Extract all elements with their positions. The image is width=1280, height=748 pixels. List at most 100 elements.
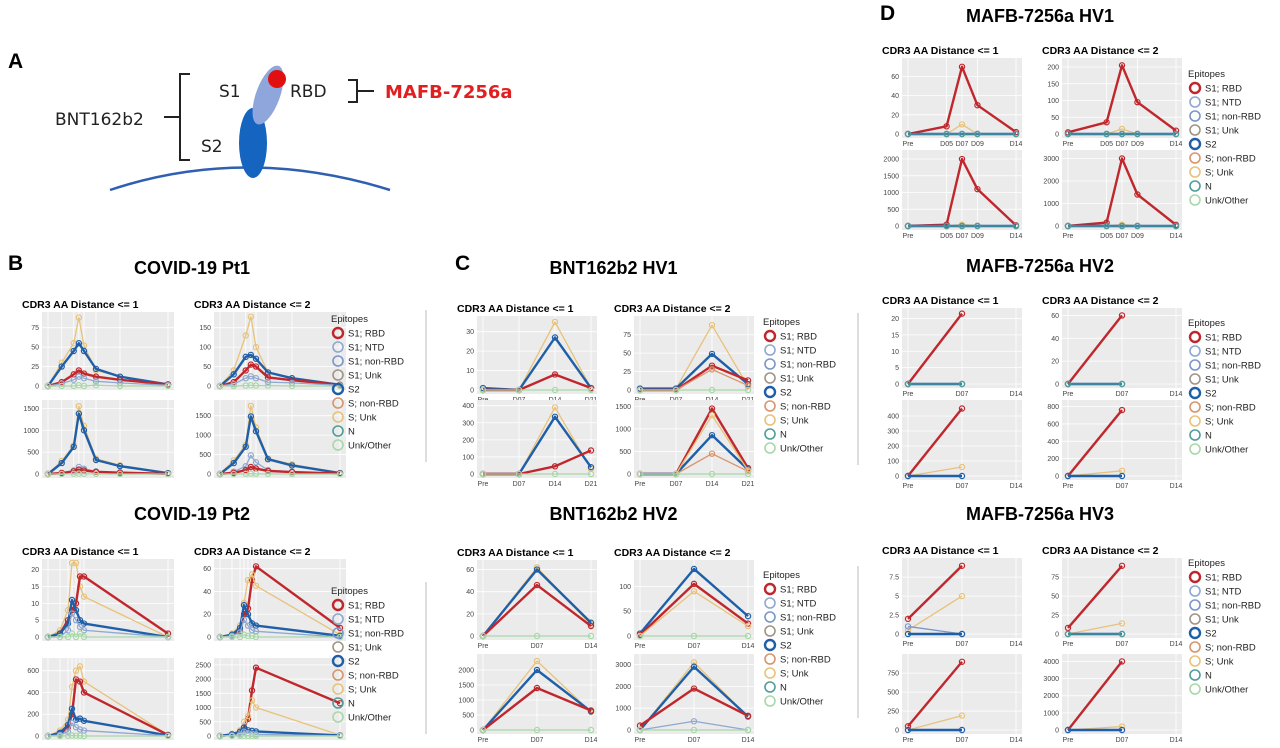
series-s2 [904,472,966,480]
data-point [68,705,76,712]
y-tick-label: 75 [623,332,631,339]
legend-label-s1-rbd: S1; RBD [780,585,817,596]
x-tick-label: Pre [903,141,914,148]
data-point [1118,406,1126,414]
legend-label-s-non-rbd: S; non-RBD [348,671,399,682]
data-point [75,410,83,417]
subplot-r2c2: 0 200 400 600 800 Pre D07 D14 [1047,400,1183,490]
series-s1-rbd [636,685,752,729]
legend-swatch-s-unk [764,667,776,679]
y-tick-label: 500 [199,719,211,726]
y-tick-label: 0 [1055,474,1059,481]
y-tick-label: 750 [887,671,899,678]
series-unk-other [636,470,752,478]
data-point [587,447,595,454]
x-tick-label: D07 [513,481,526,488]
data-point [1118,726,1126,734]
x-tick-label: D07 [670,481,683,488]
data-point [1064,380,1072,388]
legend-swatch-s1-unk [764,372,776,384]
series-s2 [904,726,966,734]
data-point [1064,630,1072,638]
data-point [76,732,84,739]
data-point [1012,130,1020,138]
subplot-r2c1: 0 100 200 300 400 Pre D07 D14 [887,400,1023,490]
data-point [336,470,344,478]
data-point [44,382,52,390]
data-point [744,726,752,734]
x-tick-label: D05 [940,141,953,148]
data-point [587,622,595,630]
y-tick-label: 200 [1047,456,1059,463]
legend: Epitopes S1; RBD S1; NTD S1; non-RBD S1; Unk… [1188,558,1261,696]
legend-title: Epitopes [331,314,368,325]
legend-swatch-s1-unk [1189,124,1201,136]
chart-group-title: MAFB-7256a HV1 [966,6,1114,26]
legend-swatch-s2 [1188,626,1202,640]
data-point [1134,191,1141,198]
legend-swatch-unk-other [1189,443,1201,455]
series-unk-other [44,470,172,478]
vaccine-bracket [164,73,190,161]
data-point [551,413,559,421]
data-point [252,664,260,671]
legend-label-s2: S2 [1205,629,1217,640]
data-point [80,427,88,434]
legend-swatch-s1-non-rbd [764,358,776,370]
legend-swatch-unk-other [332,439,344,451]
data-point [974,222,981,230]
y-tick-label: 0 [35,635,39,642]
legend-label-s2: S2 [348,657,360,668]
data-point [744,612,752,620]
x-tick-label: D07 [1116,483,1129,490]
subplot-r1c1: CDR3 AA Distance <= 1 0 2.5 5 7.5 Pre D07 D14 [882,545,1023,648]
y-tick-label: 0 [470,472,474,479]
data-point [248,571,256,578]
legend-label-s1-rbd: S1; RBD [1205,333,1242,344]
data-point [80,593,88,600]
y-tick-label: 50 [203,364,211,371]
data-point [336,732,344,740]
data-point [958,63,966,71]
legend-label-s1-non-rbd: S1; non-RBD [348,357,404,368]
data-point [58,363,65,370]
data-point [708,450,716,457]
legend-label-s1-rbd: S1; RBD [1205,573,1242,584]
series-unk-other [44,382,172,390]
data-point [479,632,487,640]
y-tick-label: 0 [627,728,631,735]
data-point [636,470,644,478]
y-tick-label: 0 [1055,728,1059,735]
data-point [58,459,65,467]
series-unk-other [636,726,752,734]
legend-label-s-unk: S; Unk [1205,657,1234,668]
series-line-s1-rbd [1067,64,1177,134]
legend-label-s2: S2 [1205,140,1217,151]
data-point [958,405,966,412]
subplot-r2c1: 0 500 1000 1500 2000 Pre D05 D07 D09 D14 [883,150,1023,240]
y-tick-label: 2000 [1043,179,1059,186]
legend-swatch-s1-unk [764,625,776,637]
data-point [479,470,487,478]
data-point [1118,222,1126,230]
data-point [92,365,100,373]
chart-group-title: MAFB-7256a HV2 [966,256,1114,276]
legend-swatch-s1-rbd [1188,81,1202,95]
x-tick-label: D09 [971,141,984,148]
data-point [672,386,680,394]
x-tick-label: D05 [940,233,953,240]
data-point [92,470,100,478]
data-point [1118,130,1126,138]
y-tick-label: 2000 [1043,693,1059,700]
subplot-r1c2: CDR3 AA Distance <= 2 0 20 40 60 [194,546,346,642]
subplot-r1c2: CDR3 AA Distance <= 2 0 20 40 60 Pre D07 D14 [1042,295,1183,398]
x-tick-label: Pre [478,737,489,744]
legend-label-s1-unk: S1; Unk [780,374,814,385]
y-tick-label: 10 [466,368,474,375]
data-point [690,588,698,595]
data-point [708,350,716,358]
data-point [1064,726,1072,734]
data-point [75,402,83,410]
legend-label-s1-ntd: S1; NTD [348,615,385,626]
legend-title: Epitopes [763,570,800,581]
